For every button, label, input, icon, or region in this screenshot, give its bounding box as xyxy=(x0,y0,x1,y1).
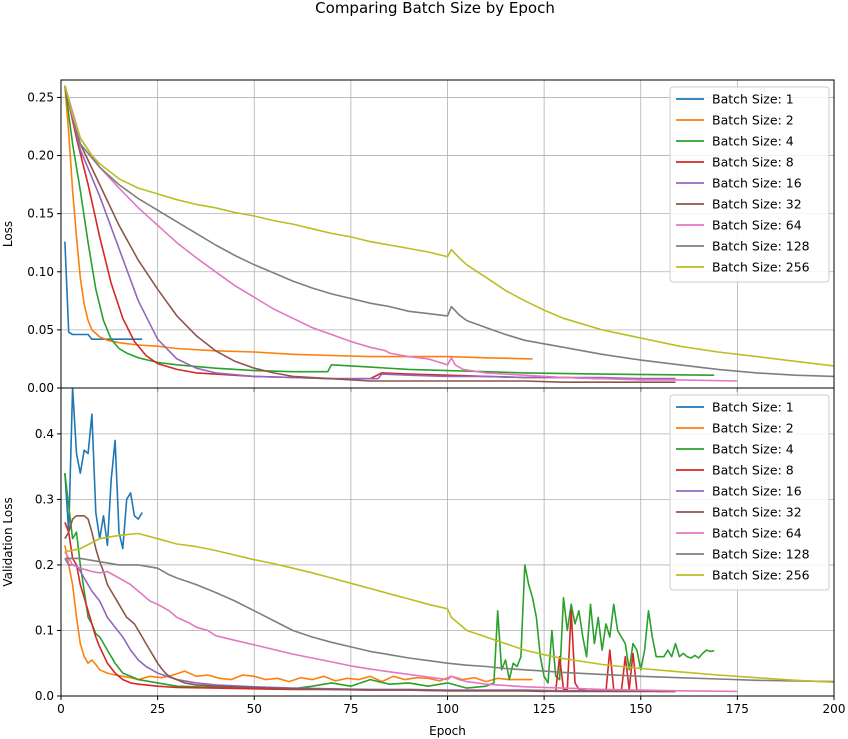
series-line-batch-size-256 xyxy=(64,85,834,367)
series-line-batch-size-8 xyxy=(64,522,676,693)
x-tick-label: 100 xyxy=(436,702,459,716)
legend-label: Batch Size: 128 xyxy=(712,239,810,254)
series-line-batch-size-1 xyxy=(64,388,143,550)
y-tick-label: 0.10 xyxy=(27,265,54,279)
x-tick-label: 200 xyxy=(823,702,846,716)
y-tick-label: 0.05 xyxy=(27,323,54,337)
legend-label: Batch Size: 1 xyxy=(712,400,794,415)
legend-label: Batch Size: 4 xyxy=(712,442,794,457)
figure-title: Comparing Batch Size by Epoch xyxy=(315,0,555,17)
series-line-batch-size-128 xyxy=(64,85,834,378)
legend-label: Batch Size: 32 xyxy=(712,505,802,520)
legend-label: Batch Size: 32 xyxy=(712,197,802,212)
series-line-batch-size-16 xyxy=(64,557,676,692)
legend-label: Batch Size: 64 xyxy=(712,526,802,541)
legend-label: Batch Size: 64 xyxy=(712,218,802,233)
x-tick-label: 75 xyxy=(343,702,358,716)
y-tick-label: 0.15 xyxy=(27,207,54,221)
series-line-batch-size-1 xyxy=(64,241,143,341)
y-tick-label: 0.25 xyxy=(27,90,54,104)
y-tick-label: 0.20 xyxy=(27,149,54,163)
x-tick-label: 25 xyxy=(150,702,165,716)
y-tick-label: 0.2 xyxy=(35,558,54,572)
x-tick-label: 50 xyxy=(247,702,262,716)
legend-box xyxy=(669,86,830,283)
legend: Batch Size: 1 Batch Size: 2 Batch Size: 4 B… xyxy=(669,86,830,283)
y-tick-label: 0.3 xyxy=(35,492,54,506)
series-line-batch-size-4 xyxy=(64,85,715,376)
validation-loss-subplot: 0.0 0.1 0.2 0.3 0.4 0 25 50 75 100 125 150 175 200 Val… xyxy=(1,387,846,738)
legend-label: Batch Size: 1 xyxy=(712,92,794,107)
x-tick-label: 175 xyxy=(726,702,749,716)
legend-label: Batch Size: 256 xyxy=(712,260,810,275)
y-axis-label: Validation Loss xyxy=(1,497,15,586)
series-line-batch-size-2 xyxy=(64,545,533,683)
series-line-batch-size-32 xyxy=(64,85,676,384)
series-line-batch-size-64 xyxy=(64,551,738,693)
legend-label: Batch Size: 16 xyxy=(712,176,802,191)
series-line-batch-size-64 xyxy=(64,85,738,382)
series-line-batch-size-256 xyxy=(64,532,834,683)
y-tick-label: 0.00 xyxy=(27,381,54,395)
series-lines xyxy=(64,388,834,693)
legend-label: Batch Size: 4 xyxy=(712,134,794,149)
y-tick-label: 0.4 xyxy=(35,427,54,441)
y-axis-label: Loss xyxy=(1,221,15,247)
x-tick-label: 150 xyxy=(629,702,652,716)
series-line-batch-size-16 xyxy=(64,85,676,380)
legend-label: Batch Size: 128 xyxy=(712,547,810,562)
legend-label: Batch Size: 2 xyxy=(712,421,794,436)
series-line-batch-size-128 xyxy=(64,557,834,683)
series-line-batch-size-4 xyxy=(64,473,715,690)
y-tick-label: 0.1 xyxy=(35,623,54,637)
legend-label: Batch Size: 256 xyxy=(712,568,810,583)
legend-label: Batch Size: 8 xyxy=(712,155,794,170)
series-line-batch-size-8 xyxy=(64,85,676,380)
x-axis-label: Epoch xyxy=(429,724,466,738)
x-tick-label: 125 xyxy=(533,702,556,716)
legend-label: Batch Size: 2 xyxy=(712,113,794,128)
legend: Batch Size: 1 Batch Size: 2 Batch Size: 4 B… xyxy=(669,394,830,591)
series-lines xyxy=(64,85,834,384)
legend-label: Batch Size: 16 xyxy=(712,484,802,499)
loss-subplot: 0.00 0.05 0.10 0.15 0.20 0.25 Loss Batch Size: … xyxy=(1,79,835,395)
y-tick-label: 0.0 xyxy=(35,689,54,703)
legend-box xyxy=(669,394,830,591)
legend-label: Batch Size: 8 xyxy=(712,463,794,478)
x-tick-label: 0 xyxy=(57,702,65,716)
series-line-batch-size-32 xyxy=(64,514,676,693)
